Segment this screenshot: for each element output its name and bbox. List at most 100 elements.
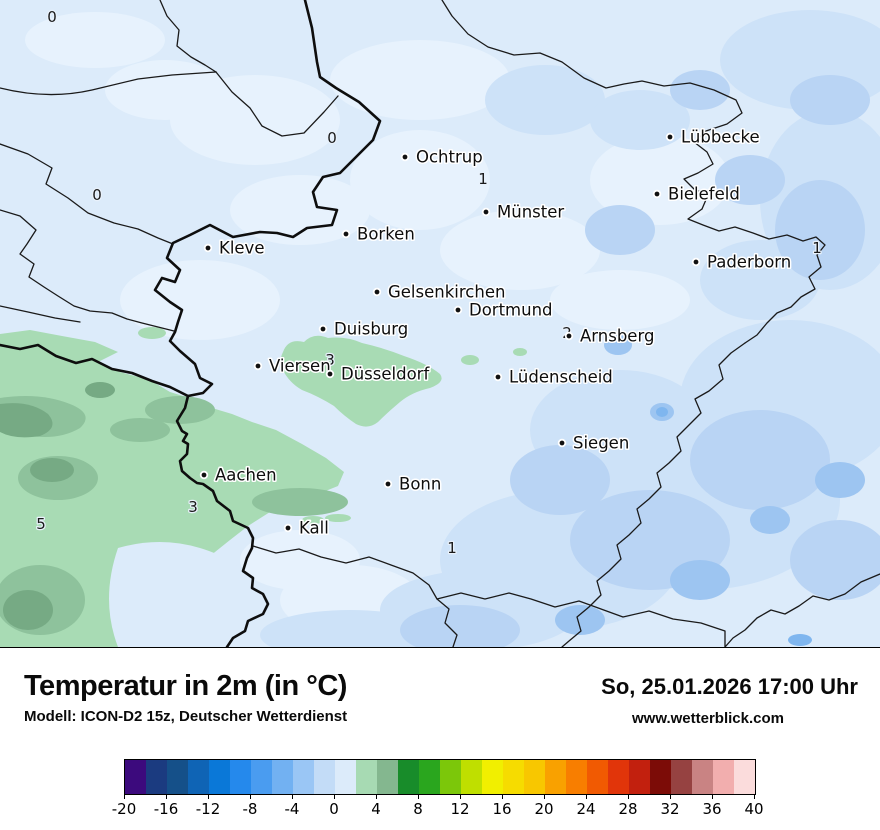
colorbar-cell [314,760,335,794]
temperature-value-label: 0 [47,8,57,26]
colorbar-cell [419,760,440,794]
colorbar-cell [566,760,587,794]
colorbar-tick-label: 40 [744,800,764,818]
colorbar-cell [398,760,419,794]
colorbar-tick-label: 32 [660,800,680,818]
temperature-field [0,0,880,647]
pale-blue-patches [25,12,730,635]
colorbar-tick-label: -16 [153,800,179,818]
colorbar-tick [754,794,755,799]
city-marker: Borken [341,223,416,245]
colorbar-tick [586,794,587,799]
blue-spots [555,335,865,635]
city-label: Viersen [269,357,331,376]
colorbar-cell [692,760,713,794]
colorbar-tick-label: 8 [413,800,423,818]
city-label: Münster [497,203,564,222]
colorbar-tick-label: 28 [618,800,638,818]
city-marker: Gelsenkirchen [372,281,507,303]
colorbar-cell [461,760,482,794]
city-label: Gelsenkirchen [388,283,505,302]
city-label: Bielefeld [668,185,740,204]
colorbar-cell [125,760,146,794]
colorbar-tick-label: -8 [242,800,258,818]
temperature-value-label: 5 [36,515,46,533]
city-dot [383,479,393,489]
deep-blue-patches [400,70,880,647]
model-info: Modell: ICON-D2 15z, Deutscher Wetterdie… [24,708,348,725]
colorbar-tick [544,794,545,799]
footer: Temperatur in 2m (in °C) Modell: ICON-D2… [0,647,880,830]
city-marker: Bielefeld [652,183,741,205]
colorbar-tick [418,794,419,799]
city-dot [283,523,293,533]
colorbar-tick-label: -12 [195,800,221,818]
city-layer: Ochtrup Münster Borken Kleve Lübbecke Bielefe… [199,126,793,539]
colorbar-cell [545,760,566,794]
colorbar-cell [146,760,167,794]
city-label: Bonn [399,475,441,494]
colorbar-cell [293,760,314,794]
colorbar-cell [188,760,209,794]
colorbar-cell [671,760,692,794]
colorbar-tick-label: 36 [702,800,722,818]
national-borders [0,0,382,647]
colorbar-cell [377,760,398,794]
temperature-value-label: 1 [447,539,457,557]
city-dot [564,331,574,341]
colorbar-tick-label: -4 [284,800,300,818]
colorbar-cell [230,760,251,794]
colorbar-tick [670,794,671,799]
city-marker: Arnsberg [564,325,656,347]
colorbar-tick [376,794,377,799]
city-label: Kall [299,519,329,538]
page-title: Temperatur in 2m (in °C) [24,670,347,702]
temperature-value-label: 1 [478,170,488,188]
temperature-value-label: 3 [325,351,335,369]
colorbar-tick [628,794,629,799]
colorbar-tickmarks [124,794,755,799]
temperature-value-label: 0 [92,186,102,204]
city-marker: Viersen [253,355,332,377]
green-area-west [0,330,348,647]
map-area: 0001123315 OchtrupMünsterBorkenKleveLübb… [0,0,880,647]
colorbar-tick [166,794,167,799]
colorbar-cell [440,760,461,794]
city-label: Siegen [573,434,629,453]
colorbar-tick-label: 20 [534,800,554,818]
city-marker: Lübbecke [665,126,761,148]
city-dot [203,243,213,253]
city-label: Aachen [215,466,277,485]
colorbar-cell [713,760,734,794]
city-label: Paderborn [707,253,791,272]
city-marker: Münster [481,201,566,223]
city-dot [652,189,662,199]
colorbar-cell [209,760,230,794]
colorbar-tick [250,794,251,799]
colorbar-cell [629,760,650,794]
colorbar-tick [460,794,461,799]
city-label: Düsseldorf [341,365,430,384]
city-marker: Duisburg [318,318,410,340]
colorbar-tick-label: 4 [371,800,381,818]
colorbar-cell [524,760,545,794]
colorbar-tick [502,794,503,799]
colorbar-tick-label: 16 [492,800,512,818]
city-label: Lübbecke [681,128,760,147]
city-label: Ochtrup [416,148,483,167]
colorbar-tick [334,794,335,799]
colorbar-ticklabels: -20 -16 -12 -8 -4 0 4 8 12 16 20 24 28 32 36 40 [112,800,764,820]
city-dot [557,438,567,448]
colorbar-cell [650,760,671,794]
colorbar-cell [503,760,524,794]
temperature-value-label: 1 [812,239,822,257]
city-label: Borken [357,225,415,244]
city-marker: Aachen [199,464,278,486]
city-marker: Kall [283,517,330,539]
datetime-label: So, 25.01.2026 17:00 Uhr [601,674,858,699]
city-dot [400,152,410,162]
city-marker: Bonn [383,473,443,495]
colorbar-cell [272,760,293,794]
city-marker: Paderborn [691,251,793,273]
colorbar-tick [124,794,125,799]
